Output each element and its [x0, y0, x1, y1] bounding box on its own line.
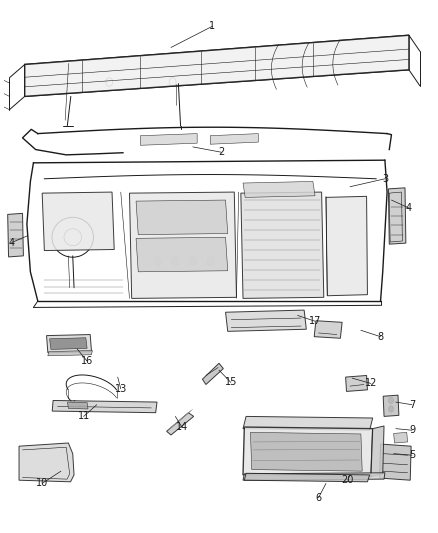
- Text: 9: 9: [409, 425, 415, 435]
- Text: 7: 7: [409, 400, 415, 410]
- Circle shape: [189, 257, 196, 265]
- Circle shape: [389, 397, 394, 403]
- Text: 6: 6: [315, 492, 321, 503]
- Polygon shape: [136, 200, 228, 235]
- Polygon shape: [19, 443, 74, 482]
- Polygon shape: [42, 192, 114, 251]
- Polygon shape: [346, 375, 367, 391]
- Polygon shape: [25, 35, 409, 96]
- Text: 4: 4: [9, 238, 14, 247]
- Polygon shape: [394, 432, 408, 443]
- Polygon shape: [380, 444, 411, 480]
- Polygon shape: [202, 364, 223, 384]
- Text: 12: 12: [365, 378, 377, 389]
- Polygon shape: [383, 395, 399, 416]
- Text: 5: 5: [409, 450, 415, 460]
- Polygon shape: [136, 237, 228, 272]
- Text: 8: 8: [378, 332, 384, 342]
- Polygon shape: [389, 188, 406, 244]
- Text: 11: 11: [78, 411, 90, 422]
- Circle shape: [207, 257, 214, 265]
- Polygon shape: [226, 310, 306, 332]
- Polygon shape: [243, 473, 385, 480]
- Text: 10: 10: [36, 479, 48, 488]
- Polygon shape: [49, 338, 87, 350]
- Polygon shape: [141, 134, 197, 146]
- Circle shape: [172, 257, 179, 265]
- Polygon shape: [314, 321, 342, 338]
- Polygon shape: [326, 196, 367, 296]
- Circle shape: [154, 257, 161, 265]
- Text: 3: 3: [382, 174, 388, 184]
- Polygon shape: [241, 192, 324, 298]
- Polygon shape: [166, 413, 194, 435]
- Polygon shape: [243, 416, 373, 430]
- Text: 16: 16: [81, 356, 93, 366]
- Circle shape: [389, 406, 394, 412]
- Text: 14: 14: [176, 422, 188, 432]
- Polygon shape: [243, 181, 315, 197]
- Polygon shape: [130, 192, 237, 298]
- Polygon shape: [48, 351, 92, 356]
- Text: 13: 13: [115, 384, 127, 394]
- Polygon shape: [67, 402, 88, 409]
- Text: 4: 4: [406, 203, 412, 213]
- Polygon shape: [371, 426, 384, 477]
- Polygon shape: [46, 335, 92, 353]
- Polygon shape: [244, 473, 370, 482]
- Text: 15: 15: [225, 377, 237, 387]
- Polygon shape: [251, 432, 362, 471]
- Text: 17: 17: [309, 316, 321, 326]
- Polygon shape: [210, 134, 258, 144]
- Polygon shape: [52, 400, 157, 413]
- Polygon shape: [243, 427, 373, 477]
- Text: 1: 1: [209, 21, 215, 31]
- Text: 2: 2: [218, 147, 224, 157]
- Text: 20: 20: [342, 475, 354, 485]
- Polygon shape: [8, 213, 23, 257]
